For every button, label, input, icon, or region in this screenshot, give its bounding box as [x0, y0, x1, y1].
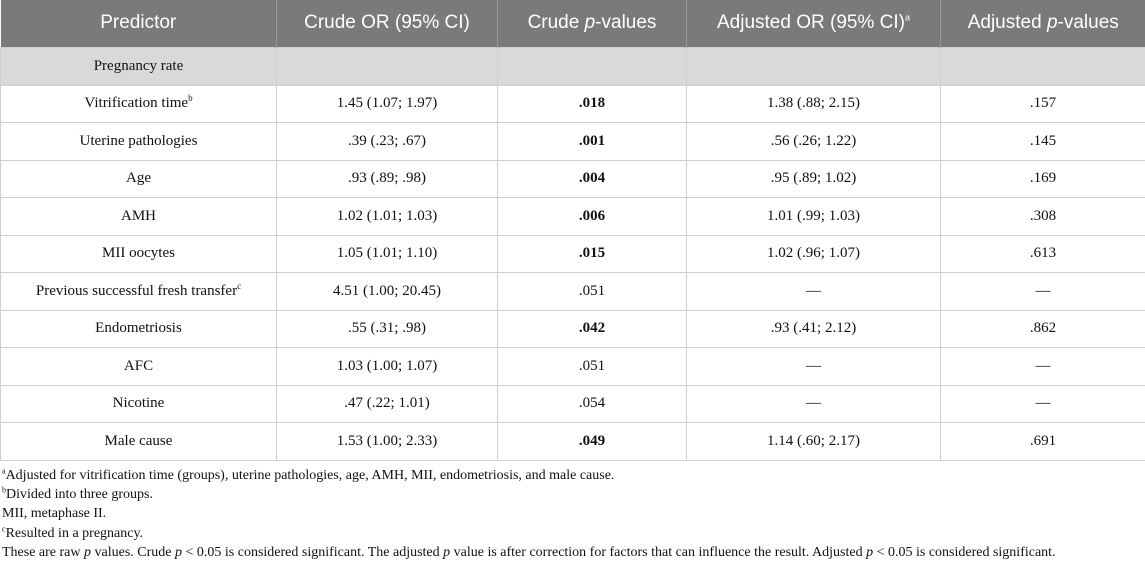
adjusted-or-cell: 1.02 (.96; 1.07) [686, 234, 941, 273]
adjusted-or-cell: — [686, 272, 941, 311]
crude-p-cell: .054 [497, 384, 687, 423]
adjusted-p-cell: .613 [940, 234, 1145, 273]
header-adjusted-p: Adjusted p-values [940, 0, 1145, 47]
section-label: Pregnancy rate [0, 46, 277, 86]
header-adjusted-or: Adjusted OR (95% CI)a [686, 0, 941, 47]
crude-p-cell: .004 [497, 159, 687, 198]
table-row: AMH 1.02 (1.01; 1.03) .006 1.01 (.99; 1.03)… [0, 197, 1145, 236]
adjusted-or-cell: .95 (.89; 1.02) [686, 159, 941, 198]
crude-or-cell: .39 (.23; .67) [276, 122, 498, 161]
crude-p-cell: .015 [497, 234, 687, 273]
adjusted-p-cell: .862 [940, 309, 1145, 348]
results-table: Predictor Crude OR (95% CI) Crude p-valu… [0, 0, 1145, 461]
adjusted-p-cell: .145 [940, 122, 1145, 161]
adjusted-p-cell: .169 [940, 159, 1145, 198]
footnote-mii: MII, metaphase II. [2, 506, 107, 522]
header-crude-p: Crude p-values [497, 0, 687, 47]
header-predictor: Predictor [0, 0, 277, 47]
crude-or-cell: .93 (.89; .98) [276, 159, 498, 198]
adjusted-or-cell: — [686, 347, 941, 386]
predictor-cell: Male cause [0, 422, 277, 461]
crude-or-cell: 1.45 (1.07; 1.97) [276, 84, 498, 123]
adjusted-or-cell: — [686, 384, 941, 423]
table-row: Uterine pathologies .39 (.23; .67) .001.56… [0, 122, 1145, 161]
predictor-cell: AMH [0, 197, 277, 236]
adjusted-or-cell: .93 (.41; 2.12) [686, 309, 941, 348]
table-row: MII oocytes 1.05 (1.01; 1.10) .015 1.02 (.9… [0, 234, 1145, 273]
crude-p-cell: .049 [497, 422, 687, 461]
crude-p-cell: .018 [497, 84, 687, 123]
crude-p-cell: .042 [497, 309, 687, 348]
table-row: AFC 1.03 (1.00; 1.07) .051— — [0, 347, 1145, 386]
table-row: Male cause 1.53 (1.00; 2.33) .049 1.14 (.60… [0, 422, 1145, 461]
predictor-cell: Age [0, 159, 277, 198]
crude-or-cell: 1.53 (1.00; 2.33) [276, 422, 498, 461]
crude-p-cell: .051 [497, 272, 687, 311]
crude-or-cell: .55 (.31; .98) [276, 309, 498, 348]
adjusted-or-cell: .56 (.26; 1.22) [686, 122, 941, 161]
adjusted-p-cell: .691 [940, 422, 1145, 461]
adjusted-or-cell: 1.01 (.99; 1.03) [686, 197, 941, 236]
footnote-c: cResulted in a pregnancy. [2, 523, 144, 541]
footnote-b: bDivided into three groups. [2, 485, 153, 503]
adjusted-p-cell: — [940, 347, 1145, 386]
adjusted-p-cell: .308 [940, 197, 1145, 236]
table-row: Vitrification timeb 1.45 (1.07; 1.97) .018… [0, 84, 1145, 123]
crude-p-cell: .051 [497, 347, 687, 386]
predictor-cell: MII oocytes [0, 234, 277, 273]
predictor-cell: AFC [0, 347, 277, 386]
table-footnotes: aAdjusted for vitrification time (groups… [2, 466, 1142, 562]
adjusted-or-cell: 1.38 (.88; 2.15) [686, 84, 941, 123]
adjusted-p-cell: .157 [940, 84, 1145, 123]
crude-or-cell: .47 (.22; 1.01) [276, 384, 498, 423]
crude-or-cell: 1.02 (1.01; 1.03) [276, 197, 498, 236]
table-row: Endometriosis .55 (.31; .98) .042.93 (.41;… [0, 309, 1145, 348]
predictor-cell: Vitrification timeb [0, 84, 277, 123]
crude-or-cell: 1.03 (1.00; 1.07) [276, 347, 498, 386]
predictor-cell: Uterine pathologies [0, 122, 277, 161]
footnote-a: aAdjusted for vitrification time (groups… [2, 466, 615, 483]
adjusted-p-cell: — [940, 384, 1145, 423]
table-row: Nicotine .47 (.22; 1.01) .054— — [0, 384, 1145, 423]
table-header-row: Predictor Crude OR (95% CI) Crude p-valu… [0, 0, 1145, 47]
footnote-raw-p: These are raw p values. Crude p < 0.05 i… [2, 544, 1056, 560]
crude-p-cell: .001 [497, 122, 687, 161]
crude-or-cell: 4.51 (1.00; 20.45) [276, 272, 498, 311]
adjusted-p-cell: — [940, 272, 1145, 311]
crude-or-cell: 1.05 (1.01; 1.10) [276, 234, 498, 273]
header-crude-or: Crude OR (95% CI) [276, 0, 498, 47]
crude-p-cell: .006 [497, 197, 687, 236]
table-row: Previous successful fresh transferc 4.51 … [0, 272, 1145, 311]
predictor-cell: Previous successful fresh transferc [0, 272, 277, 311]
adjusted-or-cell: 1.14 (.60; 2.17) [686, 422, 941, 461]
predictor-cell: Endometriosis [0, 309, 277, 348]
table-row: Age .93 (.89; .98) .004.95 (.89; 1.02) .169 [0, 159, 1145, 198]
predictor-cell: Nicotine [0, 384, 277, 423]
section-row: Pregnancy rate [0, 46, 1145, 86]
